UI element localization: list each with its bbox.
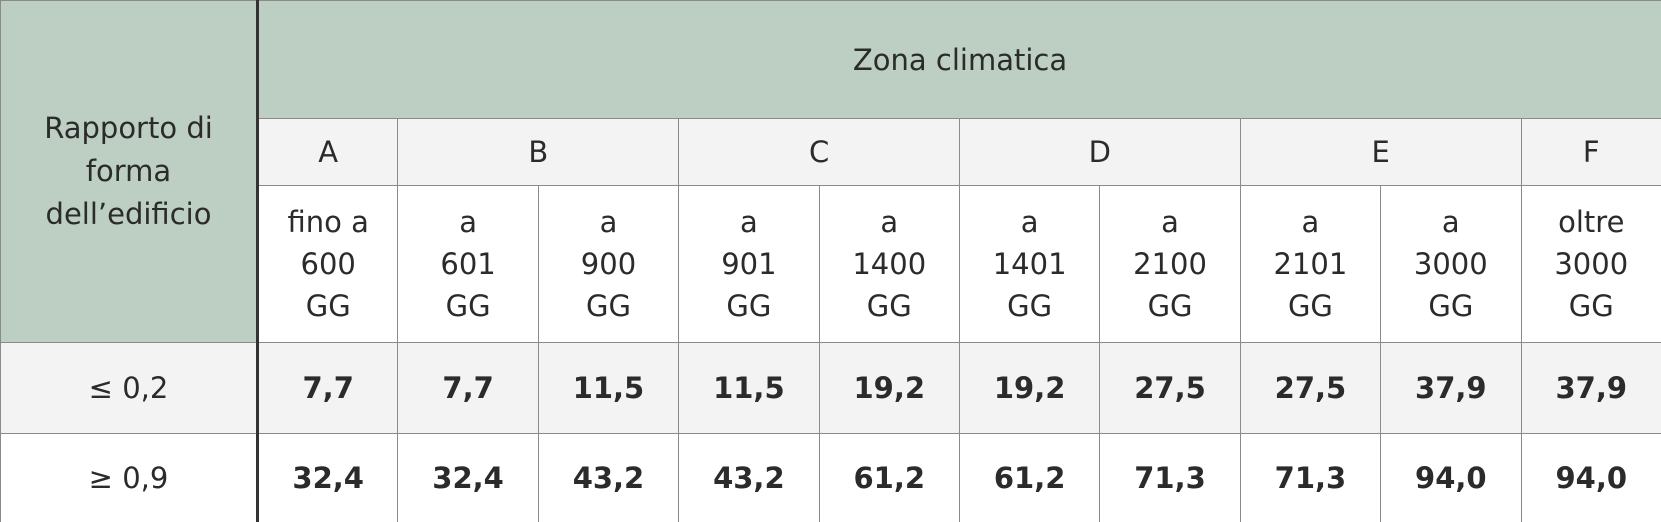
degree-header: a 1401 GG <box>958 185 1101 343</box>
degree-header: a 901 GG <box>678 185 820 343</box>
value-cell: 32,4 <box>256 433 399 522</box>
row-label: ≤ 0,2 <box>0 342 259 434</box>
degree-header: a 1400 GG <box>818 185 960 343</box>
value-cell: 43,2 <box>537 433 680 522</box>
table-row: ≥ 0,9 32,4 32,4 43,2 43,2 61,2 61,2 71,3 71,3 94,… <box>0 433 1661 522</box>
value-cell: 19,2 <box>818 342 960 434</box>
value-cell: 7,7 <box>256 342 399 434</box>
value-cell: 94,0 <box>1380 433 1522 522</box>
zone-header: D <box>958 118 1241 186</box>
table-row: Rapporto di forma dell’edificio Zona clim… <box>0 0 1661 343</box>
degree-header: a 900 GG <box>537 185 680 343</box>
value-cell: 11,5 <box>678 342 820 434</box>
group-header: Zona climatica <box>256 0 1661 119</box>
value-cell: 27,5 <box>1099 342 1241 434</box>
value-cell: 19,2 <box>958 342 1101 434</box>
degree-header: oltre 3000 GG <box>1520 185 1661 343</box>
row-label: ≥ 0,9 <box>0 433 259 522</box>
degree-header: a 601 GG <box>397 185 539 343</box>
degree-header: a 2100 GG <box>1099 185 1241 343</box>
zone-header: E <box>1239 118 1522 186</box>
zone-header: A <box>256 118 399 186</box>
value-cell: 43,2 <box>678 433 820 522</box>
value-cell: 37,9 <box>1520 342 1661 434</box>
degree-header: a 2101 GG <box>1239 185 1382 343</box>
value-cell: 27,5 <box>1239 342 1382 434</box>
value-cell: 71,3 <box>1239 433 1382 522</box>
value-cell: 61,2 <box>818 433 960 522</box>
degree-header: fino a 600 GG <box>256 185 399 343</box>
table-row: fino a 600 GG a 601 GG a 900 GG a 901 GG a 1… <box>1 185 1661 343</box>
zone-header: B <box>397 118 680 186</box>
table-row: ≤ 0,2 7,7 7,7 11,5 11,5 19,2 19,2 27,5 27,5 37,9 3… <box>0 342 1661 434</box>
degree-header: a 3000 GG <box>1380 185 1522 343</box>
zone-header: F <box>1520 118 1661 186</box>
corner-header: Rapporto di forma dell’edificio <box>0 0 259 343</box>
value-cell: 11,5 <box>537 342 680 434</box>
value-cell: 7,7 <box>397 342 539 434</box>
value-cell: 37,9 <box>1380 342 1522 434</box>
value-cell: 71,3 <box>1099 433 1241 522</box>
value-cell: 61,2 <box>958 433 1101 522</box>
value-cell: 94,0 <box>1520 433 1661 522</box>
value-cell: 32,4 <box>397 433 539 522</box>
zone-header: C <box>678 118 960 186</box>
